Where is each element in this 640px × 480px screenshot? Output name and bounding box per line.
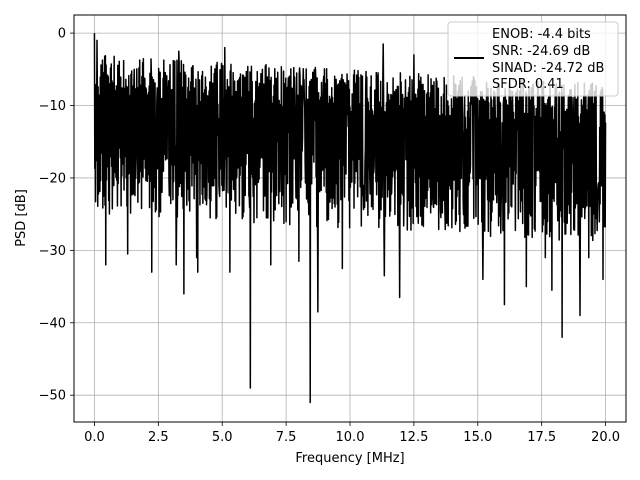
x-tick-label: 20.0 bbox=[591, 430, 620, 445]
y-axis-ticks: 0 −10 −20 −30 −40 −50 bbox=[39, 27, 74, 404]
y-tick-label: −40 bbox=[39, 316, 66, 331]
y-axis-label: PSD [dB] bbox=[14, 189, 29, 247]
x-tick-label: 7.5 bbox=[276, 430, 297, 445]
x-tick-label: 5.0 bbox=[212, 430, 233, 445]
x-tick-label: 15.0 bbox=[463, 430, 492, 445]
x-tick-label: 12.5 bbox=[399, 430, 428, 445]
x-tick-label: 17.5 bbox=[527, 430, 556, 445]
y-tick-label: −50 bbox=[39, 389, 66, 404]
y-tick-label: 0 bbox=[58, 27, 66, 42]
x-tick-label: 0.0 bbox=[84, 430, 105, 445]
legend-entry-line-2: SNR: -24.69 dB bbox=[492, 44, 590, 59]
x-tick-label: 2.5 bbox=[148, 430, 169, 445]
x-tick-label: 10.0 bbox=[336, 430, 365, 445]
x-axis-label: Frequency [MHz] bbox=[295, 451, 404, 466]
legend-entry-line-4: SFDR: 0.41 bbox=[492, 77, 564, 92]
y-tick-label: −20 bbox=[39, 171, 66, 186]
y-tick-label: −30 bbox=[39, 244, 66, 259]
psd-series-line bbox=[93, 33, 607, 404]
y-tick-label: −10 bbox=[39, 99, 66, 114]
legend-entry-line-3: SINAD: -24.72 dB bbox=[492, 61, 604, 76]
legend-box bbox=[447, 21, 619, 97]
x-axis-ticks: 0.0 2.5 5.0 7.5 10.0 12.5 15.0 17.5 20.0 bbox=[84, 422, 620, 445]
series-layer bbox=[93, 33, 607, 404]
legend-entry-line-1: ENOB: -4.4 bits bbox=[492, 27, 591, 42]
legend: ENOB: -4.4 bits SNR: -24.69 dB SINAD: -2… bbox=[447, 21, 619, 97]
